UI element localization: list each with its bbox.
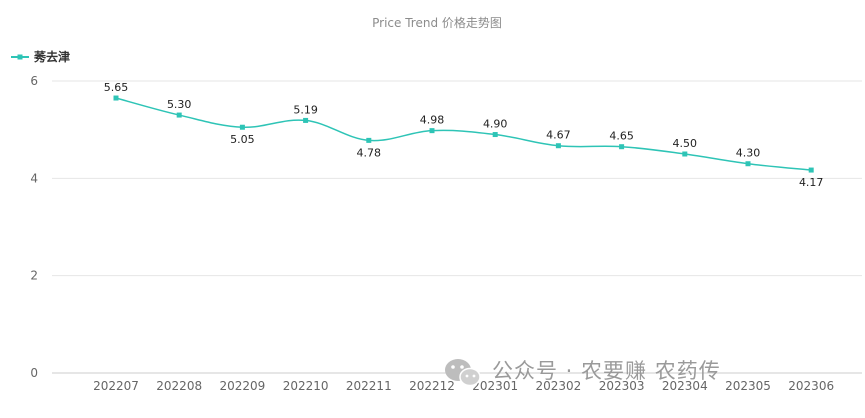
data-point[interactable] (239, 124, 245, 130)
y-tick-label: 2 (30, 269, 38, 283)
legend-marker-icon (17, 54, 23, 60)
data-point[interactable] (745, 161, 751, 167)
x-tick-label: 202212 (409, 379, 455, 393)
x-tick-label: 202305 (725, 379, 771, 393)
data-point[interactable] (808, 167, 814, 173)
x-tick-label: 202306 (788, 379, 834, 393)
data-point[interactable] (176, 112, 182, 118)
data-label: 5.05 (230, 133, 255, 146)
data-label: 4.78 (357, 146, 382, 159)
y-tick-label: 4 (30, 171, 38, 185)
data-label: 4.67 (546, 129, 571, 142)
y-tick-label: 0 (30, 366, 38, 380)
x-tick-label: 202208 (156, 379, 202, 393)
gridlines (52, 80, 862, 374)
data-label: 4.50 (673, 137, 698, 150)
x-tick-label: 202209 (219, 379, 265, 393)
x-axis: 202207 202208 202209 202210 202211 202212 2023… (93, 379, 834, 393)
data-point[interactable] (366, 137, 372, 143)
data-label: 4.90 (483, 118, 508, 131)
data-point[interactable] (113, 95, 119, 101)
data-label: 4.65 (609, 130, 634, 143)
x-tick-label: 202301 (472, 379, 518, 393)
data-point[interactable] (555, 143, 561, 149)
data-label: 5.65 (104, 81, 129, 94)
watermark-text: 公众号 · 农要赚 农药传 (492, 359, 721, 383)
wechat-icon (445, 359, 481, 387)
legend[interactable]: 莠去津 (11, 49, 70, 64)
data-label: 5.19 (293, 103, 318, 116)
x-tick-label: 202304 (662, 379, 708, 393)
series-line (115, 97, 812, 171)
x-tick-label: 202303 (599, 379, 645, 393)
legend-label: 莠去津 (33, 49, 70, 64)
data-labels: 5.65 5.30 5.05 5.19 4.78 4.98 4.90 4.67 4.65 4.50… (104, 81, 824, 189)
x-tick-label: 202302 (535, 379, 581, 393)
data-label: 4.98 (420, 114, 445, 127)
data-label: 4.17 (799, 176, 824, 189)
chart-title: Price Trend 价格走势图 (372, 15, 502, 30)
data-point[interactable] (429, 128, 435, 134)
data-point[interactable] (619, 144, 625, 150)
watermark: 公众号 · 农要赚 农药传 (445, 359, 721, 387)
data-point[interactable] (492, 132, 498, 138)
x-tick-label: 202210 (283, 379, 329, 393)
data-point[interactable] (682, 151, 688, 157)
data-point[interactable] (303, 117, 309, 123)
series (113, 95, 814, 173)
x-tick-label: 202207 (93, 379, 139, 393)
x-tick-label: 202211 (346, 379, 392, 393)
data-label: 4.30 (736, 147, 761, 160)
y-tick-label: 6 (30, 74, 38, 88)
y-axis: 0 2 4 6 (30, 74, 38, 380)
data-label: 5.30 (167, 98, 192, 111)
